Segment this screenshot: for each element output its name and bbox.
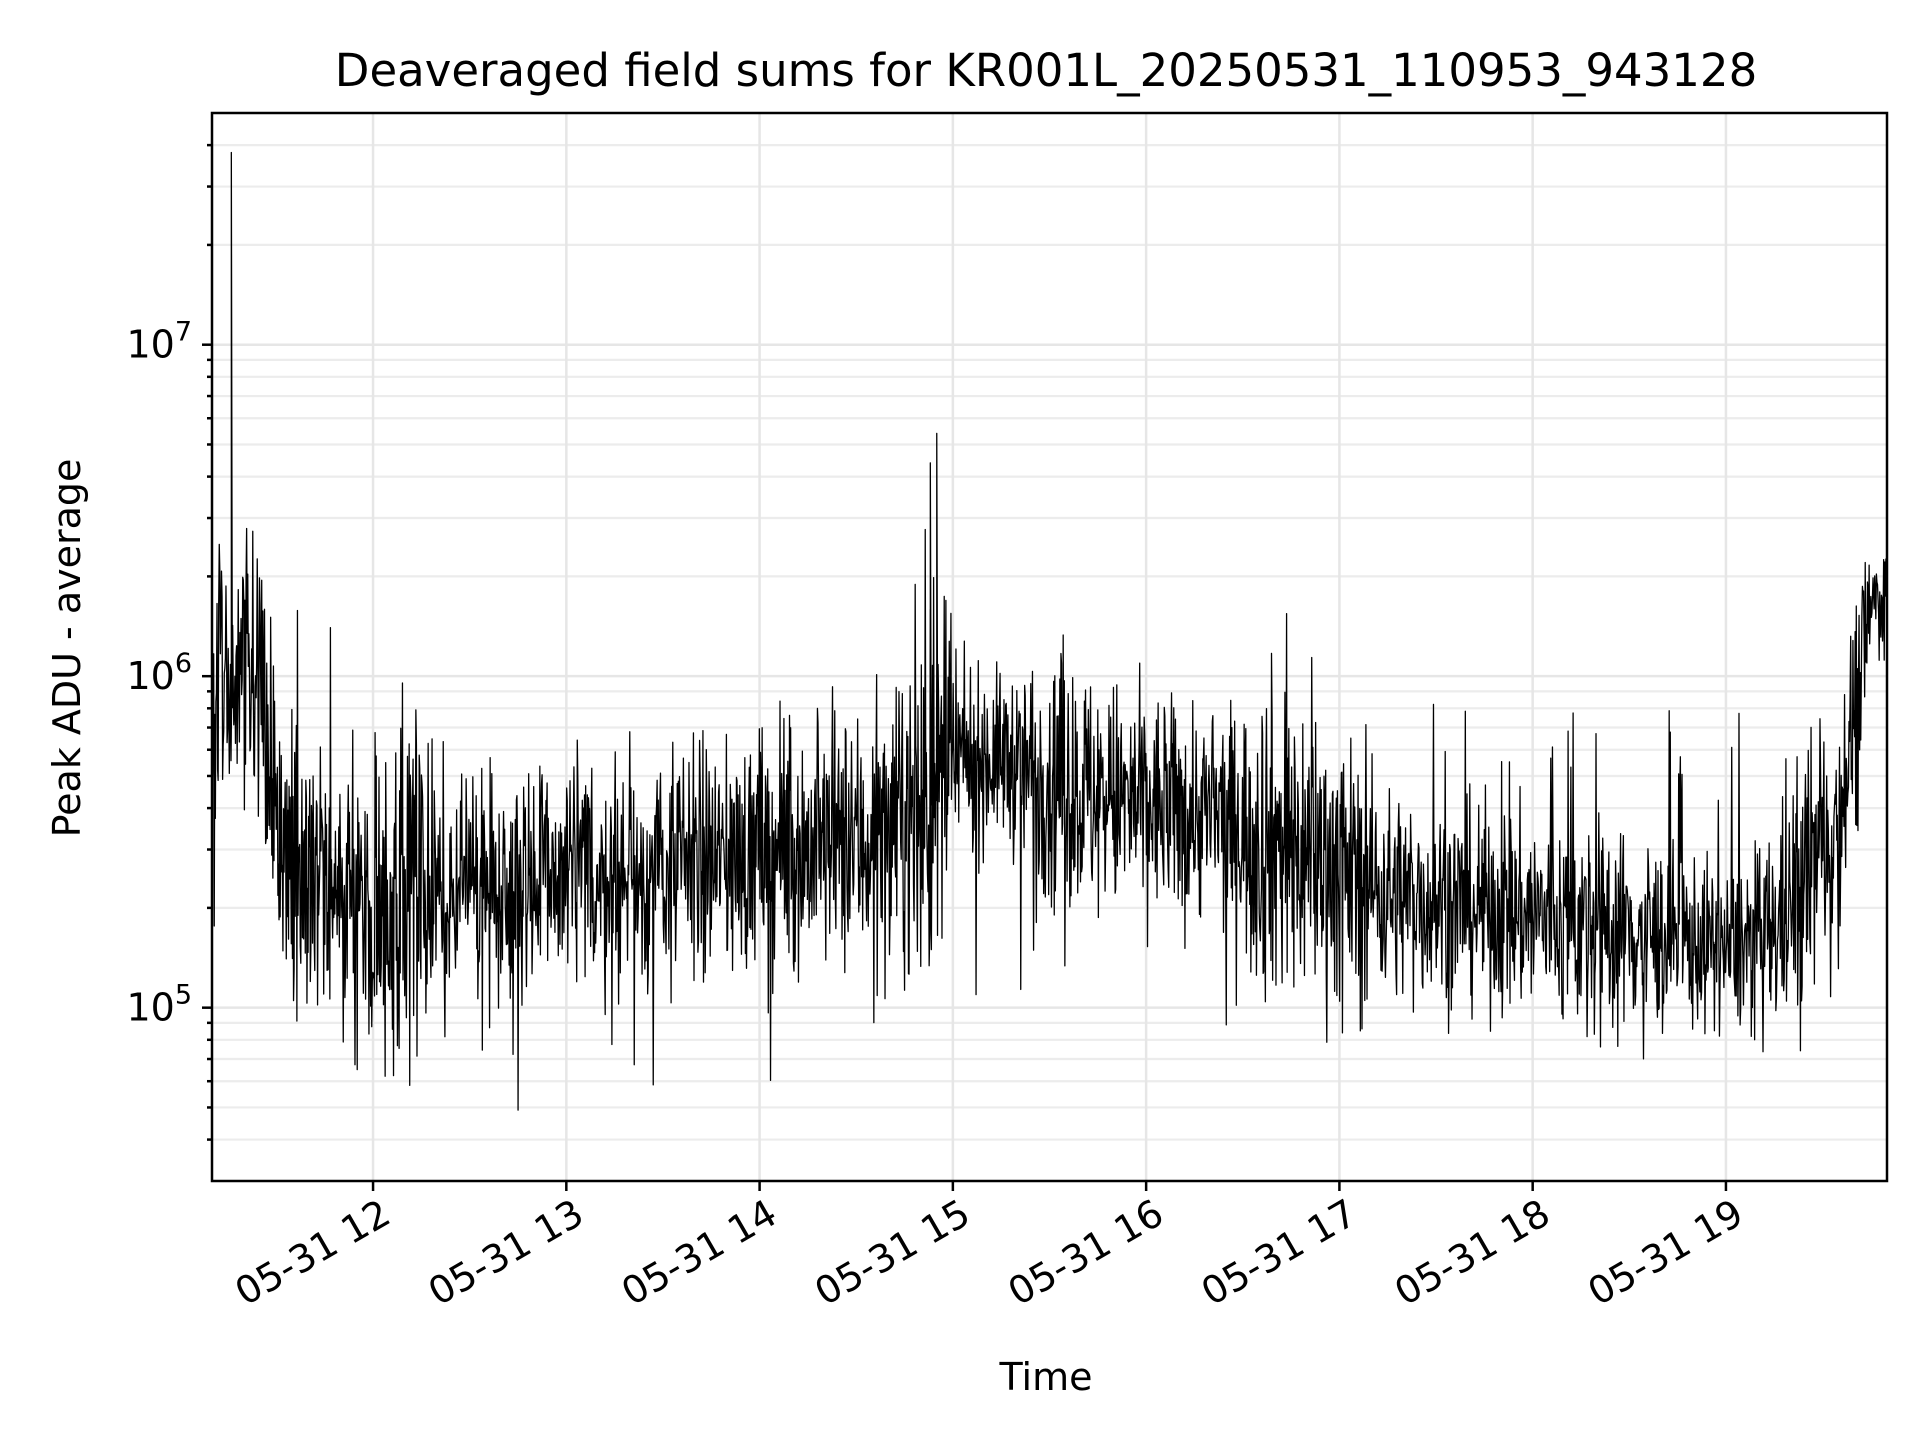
plot-series <box>212 151 1887 1111</box>
y-axis: 105 106 107 <box>126 143 212 1141</box>
y-axis-label: Peak ADU - average <box>45 459 89 838</box>
y-tick-label: 106 <box>126 648 192 698</box>
y-tick-label: 105 <box>126 980 192 1030</box>
series-line <box>212 151 1887 1111</box>
y-tick-label: 107 <box>126 317 192 367</box>
chart-title: Deaveraged field sums for KR001L_2025053… <box>335 44 1757 97</box>
plot-frame <box>210 111 1889 1183</box>
x-axis-label: Time <box>999 1355 1093 1399</box>
